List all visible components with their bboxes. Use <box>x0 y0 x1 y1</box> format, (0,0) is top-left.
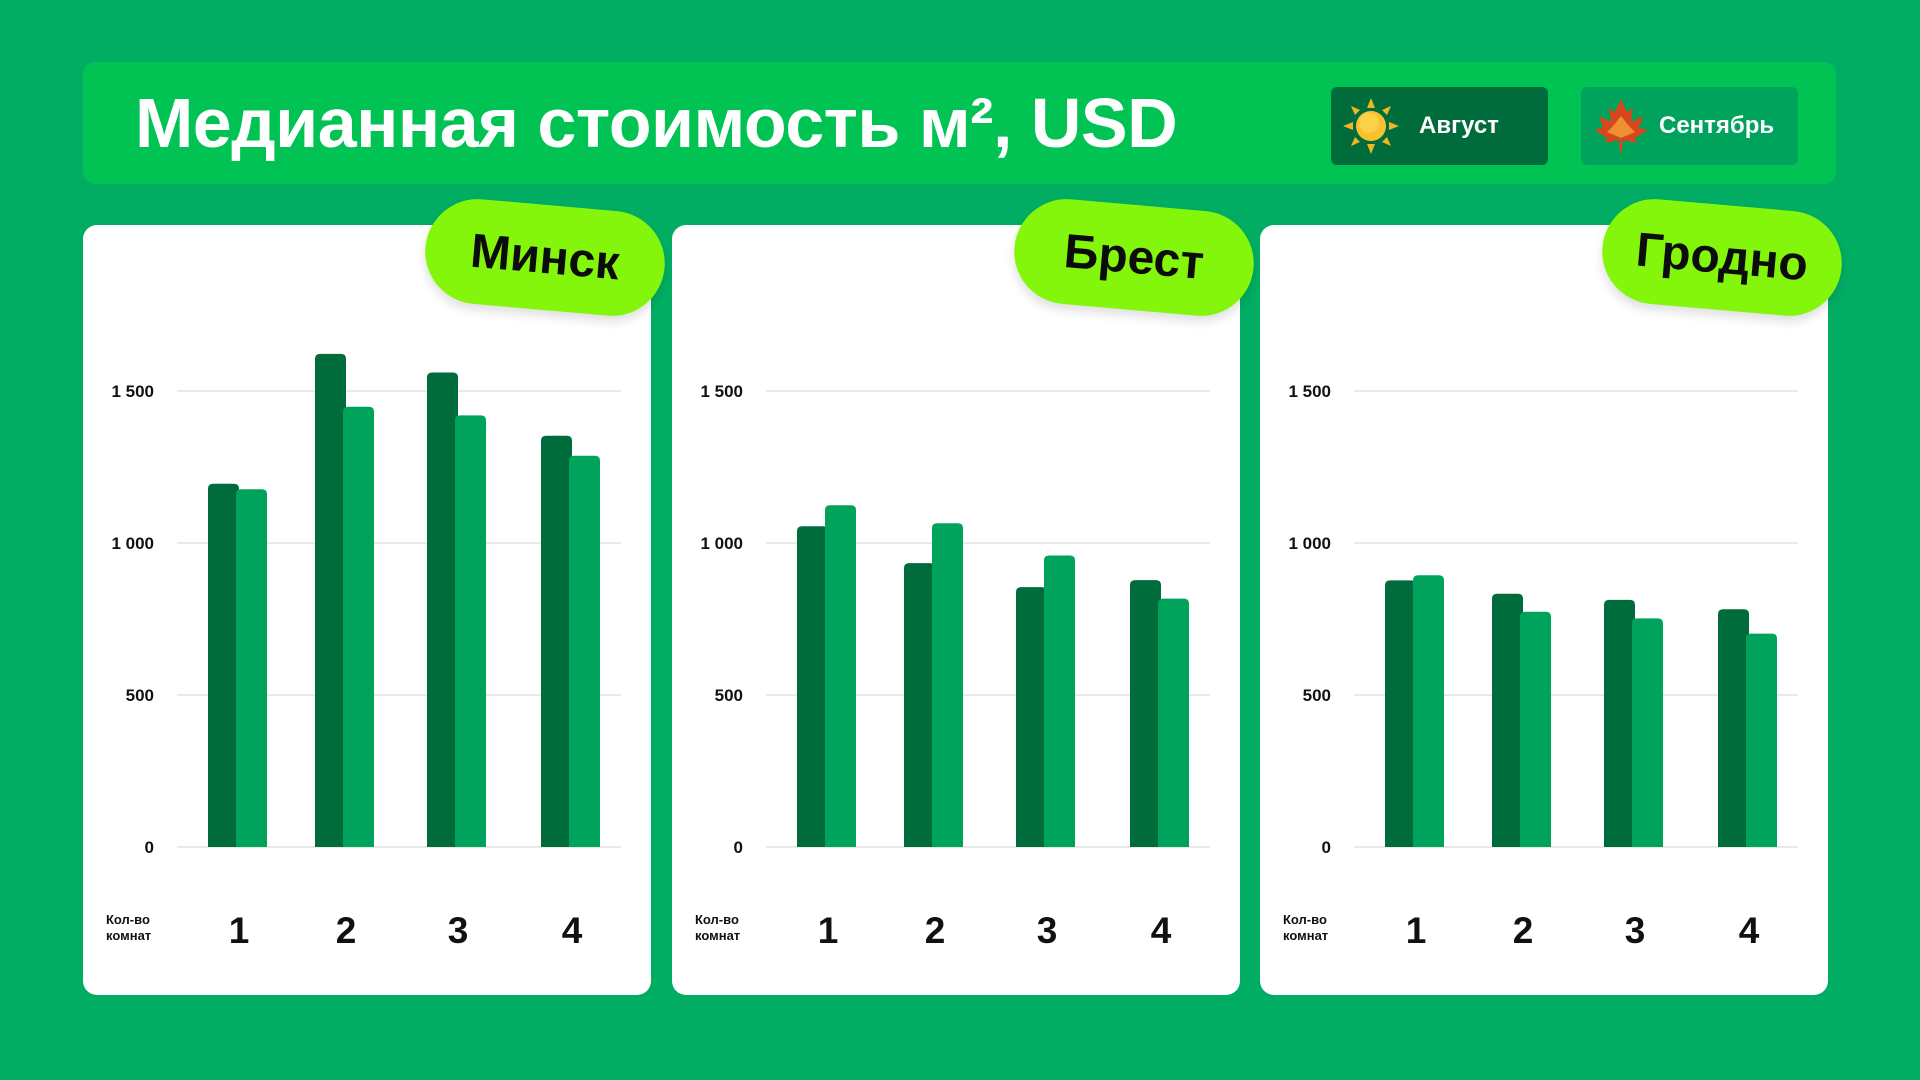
x-axis-label: Кол-во комнат <box>106 912 152 943</box>
x-tick-label: 3 <box>448 910 469 951</box>
bar-august <box>1492 593 1523 847</box>
bar-august <box>1718 609 1749 847</box>
x-axis-label: Кол-во комнат <box>695 912 741 943</box>
x-tick-label: 2 <box>925 910 946 951</box>
bar-august <box>797 526 828 847</box>
chart-card-grodno: 0 500 1 000 1 500 1 2 3 4 Гродно Кол-во комнат <box>1260 194 1847 995</box>
bar-august <box>1130 580 1161 847</box>
header-banner: Медианная стоимость м², USD Август Сентя… <box>83 62 1836 184</box>
bar-august <box>904 563 935 847</box>
bar-september <box>1520 611 1551 847</box>
x-tick-label: 1 <box>1406 910 1427 951</box>
bar-september <box>343 406 374 847</box>
bar-september <box>1746 633 1777 847</box>
x-tick-label: 1 <box>818 910 839 951</box>
x-tick-label: 4 <box>1151 910 1172 951</box>
bar-august <box>427 372 458 847</box>
legend-label: Сентябрь <box>1659 112 1775 139</box>
bar-september <box>1413 575 1444 847</box>
x-tick-label: 2 <box>1513 910 1534 951</box>
y-tick-label: 1 500 <box>111 382 154 401</box>
bar-august <box>208 483 239 847</box>
maple-leaf-icon <box>1594 99 1648 152</box>
bar-september <box>1632 618 1663 847</box>
x-tick-label: 3 <box>1037 910 1058 951</box>
bar-chart: 0 500 1 000 1 500 1 2 3 4 <box>1288 382 1798 951</box>
y-tick-label: 1 500 <box>1288 382 1331 401</box>
y-tick-label: 500 <box>1303 686 1331 705</box>
y-tick-label: 1 000 <box>111 534 154 553</box>
x-tick-label: 4 <box>562 910 583 951</box>
bar-september <box>569 455 600 847</box>
sun-icon <box>1343 98 1399 154</box>
x-tick-label: 2 <box>336 910 357 951</box>
bar-august <box>1604 599 1635 847</box>
legend-september: Сентябрь <box>1581 87 1798 165</box>
y-tick-label: 0 <box>1322 838 1331 857</box>
bar-september <box>825 505 856 847</box>
y-tick-label: 0 <box>145 838 154 857</box>
y-tick-label: 1 000 <box>1288 534 1331 553</box>
page-title: Медианная стоимость м², USD <box>135 84 1178 162</box>
x-tick-label: 1 <box>229 910 250 951</box>
bar-august <box>1385 580 1416 847</box>
bar-september <box>1044 555 1075 847</box>
y-tick-label: 500 <box>126 686 154 705</box>
bar-chart: 0 500 1 000 1 500 1 2 3 4 <box>700 382 1210 951</box>
y-tick-label: 1 500 <box>700 382 743 401</box>
bar-august <box>1016 587 1047 847</box>
bar-september <box>1158 598 1189 847</box>
x-axis-label: Кол-во комнат <box>1283 912 1329 943</box>
x-tick-label: 4 <box>1739 910 1760 951</box>
legend-august: Август <box>1331 87 1548 165</box>
bar-september <box>932 523 963 847</box>
y-tick-label: 1 000 <box>700 534 743 553</box>
legend-label: Август <box>1419 112 1499 139</box>
y-tick-label: 500 <box>715 686 743 705</box>
bar-september <box>455 415 486 847</box>
chart-card-minsk: 0 500 1 000 1 500 1 2 3 4 Минск Кол-во комнат <box>83 194 670 995</box>
bar-august <box>541 435 572 847</box>
bar-september <box>236 489 267 847</box>
x-tick-label: 3 <box>1625 910 1646 951</box>
bar-august <box>315 353 346 847</box>
chart-card-brest: 0 500 1 000 1 500 1 2 3 4 Брест Кол-во комнат <box>672 194 1259 995</box>
y-tick-label: 0 <box>734 838 743 857</box>
bar-chart: 0 500 1 000 1 500 1 2 3 4 <box>111 353 621 951</box>
